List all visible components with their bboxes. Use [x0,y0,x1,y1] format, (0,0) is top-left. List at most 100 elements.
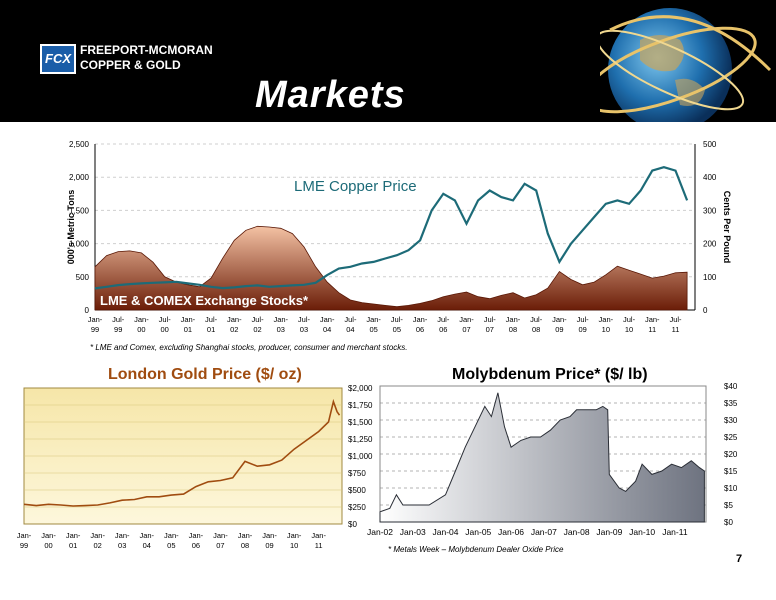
x-tick-label: Jul- [669,315,682,324]
x-tick-label: 05 [369,325,377,334]
y-tick-label: $5 [724,501,733,510]
y-tick-label: 2,500 [69,140,90,149]
x-tick-label: 09 [578,325,586,334]
y2-tick-label: 300 [703,206,717,215]
x-tick-label: 01 [69,541,77,550]
y-tick-label: $2,000 [348,384,373,393]
y-tick-label: 0 [85,306,90,315]
x-tick-label: Jan- [90,531,105,540]
y-tick-label: $1,250 [348,435,373,444]
x-tick-label: Jan- [262,531,277,540]
y-axis-title: 000's Metric Tons [66,190,76,265]
x-tick-label: 06 [192,541,200,550]
x-tick-label: 07 [486,325,494,334]
x-tick-label: Jul- [484,315,497,324]
x-tick-label: Jan-11 [662,527,688,537]
x-tick-label: Jan-06 [498,527,524,537]
x-tick-label: 07 [216,541,224,550]
x-tick-label: 07 [462,325,470,334]
copper-price-line [94,166,689,290]
x-tick-label: 09 [555,325,563,334]
x-tick-label: 08 [241,541,249,550]
x-tick-label: 00 [160,325,168,334]
x-tick-label: 10 [602,325,610,334]
x-tick-label: Jan-02 [367,527,393,537]
company-name-line2: COPPER & GOLD [80,58,181,72]
x-tick-label: Jan- [552,315,567,324]
x-tick-label: 11 [648,325,656,334]
page-number: 7 [736,553,743,565]
x-tick-label: Jul- [577,315,590,324]
x-tick-label: Jul- [159,315,172,324]
x-tick-label: 02 [253,325,261,334]
x-tick-label: Jan- [506,315,521,324]
globe-icon [600,8,772,122]
y-tick-label: $1,500 [348,418,373,427]
x-tick-label: Jan- [366,315,381,324]
x-tick-label: Jan-03 [400,527,426,537]
x-tick-label: Jan- [41,531,56,540]
x-tick-label: 04 [143,541,151,550]
y-tick-label: $30 [724,416,738,425]
x-tick-label: 11 [672,325,680,334]
x-tick-label: Jan- [645,315,660,324]
x-tick-label: Jan- [88,315,103,324]
x-tick-label: Jan- [139,531,154,540]
x-tick-label: Jan-08 [564,527,590,537]
x-tick-label: 06 [439,325,447,334]
y2-tick-label: 100 [703,273,717,282]
x-tick-label: Jan- [238,531,253,540]
x-tick-label: Jan- [273,315,288,324]
stocks-area [94,225,688,311]
x-tick-label: Jul- [391,315,404,324]
y-tick-label: $15 [724,467,738,476]
x-tick-label: Jan- [320,315,335,324]
page-title: Markets [255,74,406,116]
x-tick-label: Jan- [287,531,302,540]
y-tick-label: 1,000 [69,240,90,249]
x-tick-label: Jul- [344,315,357,324]
x-tick-label: Jan-05 [465,527,491,537]
copper-series-label: LME Copper Price [294,178,417,195]
x-tick-label: 99 [91,325,99,334]
y2-axis-title: Cents Per Pound [722,191,732,264]
x-tick-label: Jul- [437,315,450,324]
x-tick-label: Jul- [112,315,125,324]
x-tick-label: 03 [118,541,126,550]
x-tick-label: 03 [300,325,308,334]
x-tick-label: 06 [416,325,424,334]
moly-price-area [379,392,705,523]
x-tick-label: 03 [277,325,285,334]
x-tick-label: Jul- [251,315,264,324]
x-tick-label: Jan- [115,531,130,540]
y2-tick-label: 0 [703,306,708,315]
x-tick-label: Jan- [459,315,474,324]
y-tick-label: $40 [724,382,738,391]
x-tick-label: Jan- [599,315,614,324]
x-tick-label: 10 [625,325,633,334]
company-name-line1: FREEPORT-MCMORAN [80,43,213,57]
x-tick-label: Jan- [213,531,228,540]
copper-footnote: * LME and Comex, excluding Shanghai stoc… [90,343,408,352]
y2-tick-label: 500 [703,140,717,149]
gold-price-line [23,398,341,507]
x-tick-label: Jul- [205,315,218,324]
x-tick-label: 00 [137,325,145,334]
y-tick-label: $0 [724,518,733,527]
x-tick-label: Jan- [134,315,149,324]
moly-footnote: * Metals Week – Molybdenum Dealer Oxide … [388,545,564,554]
gold-chart-title: London Gold Price ($/ oz) [108,366,302,383]
y-tick-label: 500 [76,273,90,282]
x-tick-label: Jan- [311,531,326,540]
x-tick-label: Jan-07 [531,527,557,537]
y-tick-label: $1,000 [348,452,373,461]
y-tick-label: $20 [724,450,738,459]
x-tick-label: 02 [93,541,101,550]
x-tick-label: Jul- [530,315,543,324]
y-tick-label: $1,750 [348,401,373,410]
x-tick-label: 01 [207,325,215,334]
y-tick-label: $25 [724,433,738,442]
x-tick-label: Jan- [164,531,179,540]
x-tick-label: 05 [167,541,175,550]
